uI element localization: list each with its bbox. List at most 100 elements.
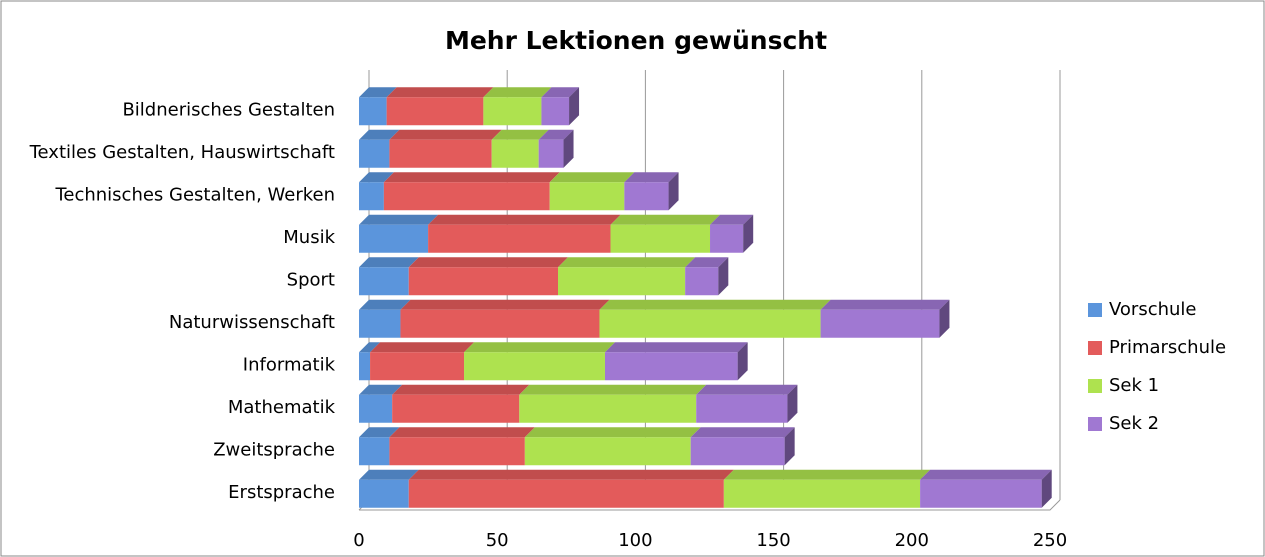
bar xyxy=(428,224,611,253)
bar-top xyxy=(386,87,494,98)
bar xyxy=(359,139,390,168)
bar xyxy=(549,182,625,211)
bar xyxy=(389,437,525,466)
bar xyxy=(599,309,821,338)
bar-top xyxy=(599,299,831,310)
bar-top xyxy=(524,427,701,438)
bar-top xyxy=(483,87,552,98)
bar-top xyxy=(464,342,615,353)
bar-top xyxy=(604,342,748,353)
bar-top xyxy=(359,87,397,98)
bar-top xyxy=(389,129,502,140)
legend-swatch xyxy=(1088,417,1102,431)
bar xyxy=(383,182,550,211)
bar xyxy=(685,267,719,296)
bar-top xyxy=(383,172,560,183)
y-tick-label: Bildnerisches Gestalten xyxy=(122,99,335,120)
bar-top xyxy=(428,214,621,225)
y-tick-label: Textiles Gestalten, Hauswirtschaft xyxy=(29,142,335,163)
bar-top xyxy=(710,214,754,225)
y-tick-label: Technisches Gestalten, Werken xyxy=(54,184,335,205)
bar-top xyxy=(359,342,381,353)
bar-top xyxy=(359,257,419,268)
bar xyxy=(389,139,492,168)
bar-top xyxy=(624,172,679,183)
bar xyxy=(359,267,409,296)
y-tick-label: Mathematik xyxy=(228,397,336,418)
bar-top xyxy=(685,257,729,268)
bar-top xyxy=(400,299,610,310)
bar-top xyxy=(359,384,403,395)
chart-title: Mehr Lektionen gewünscht xyxy=(445,26,827,55)
bar xyxy=(408,267,559,296)
x-tick-label: 0 xyxy=(353,530,364,551)
x-tick-label: 50 xyxy=(486,530,509,551)
bar xyxy=(519,394,697,423)
legend-label: Primarschule xyxy=(1109,337,1226,358)
bar xyxy=(386,97,484,126)
bar-side xyxy=(784,427,795,466)
bar-top xyxy=(392,384,530,395)
bar-top xyxy=(549,172,635,183)
bar xyxy=(408,479,724,508)
bar xyxy=(359,97,387,126)
bar xyxy=(624,182,669,211)
legend-label: Sek 1 xyxy=(1109,375,1159,396)
bar xyxy=(400,309,600,338)
bar-side xyxy=(1041,469,1052,508)
bar-side xyxy=(939,299,950,338)
bar xyxy=(710,224,744,253)
legend-label: Vorschule xyxy=(1109,299,1197,320)
bar xyxy=(359,394,393,423)
bar xyxy=(690,437,785,466)
bar xyxy=(491,139,539,168)
x-tick-label: 250 xyxy=(1033,530,1067,551)
bar xyxy=(541,97,570,126)
bar-top xyxy=(408,257,569,268)
bar-top xyxy=(820,299,950,310)
bar xyxy=(723,479,921,508)
bar-top xyxy=(359,427,400,438)
bar-side xyxy=(563,129,574,168)
bar-top xyxy=(408,469,734,480)
bar-top xyxy=(370,342,475,353)
bar xyxy=(604,352,738,381)
y-tick-label: Naturwissenschaft xyxy=(169,312,335,333)
y-tick-label: Zweitsprache xyxy=(213,439,335,460)
y-tick-label: Informatik xyxy=(243,354,336,375)
bar xyxy=(558,267,686,296)
bar-top xyxy=(541,87,580,98)
bar xyxy=(920,479,1042,508)
y-tick-label: Musik xyxy=(283,227,335,248)
bar-top xyxy=(920,469,1052,480)
bar-top xyxy=(519,384,707,395)
y-tick-label: Sport xyxy=(287,269,335,290)
legend-swatch xyxy=(1088,341,1102,355)
bar xyxy=(359,309,401,338)
bar-side xyxy=(787,384,798,423)
bar xyxy=(483,97,542,126)
bar-side xyxy=(718,257,729,296)
bar xyxy=(370,352,465,381)
bar xyxy=(610,224,711,253)
bar xyxy=(538,139,564,168)
bar xyxy=(524,437,691,466)
bar-top xyxy=(359,172,394,183)
x-tick-label: 200 xyxy=(895,530,929,551)
bar-side xyxy=(737,342,748,381)
legend-label: Sek 2 xyxy=(1109,413,1159,434)
bar xyxy=(359,224,429,253)
bar-top xyxy=(359,129,400,140)
bar-side xyxy=(743,214,754,253)
bar-top xyxy=(389,427,535,438)
bar xyxy=(359,437,390,466)
x-tick-label: 150 xyxy=(756,530,790,551)
bar-top xyxy=(558,257,696,268)
bar-top xyxy=(723,469,931,480)
bar-top xyxy=(359,469,419,480)
legend-swatch xyxy=(1088,303,1102,317)
bar-side xyxy=(569,87,580,126)
bar-top xyxy=(690,427,795,438)
bar xyxy=(696,394,788,423)
